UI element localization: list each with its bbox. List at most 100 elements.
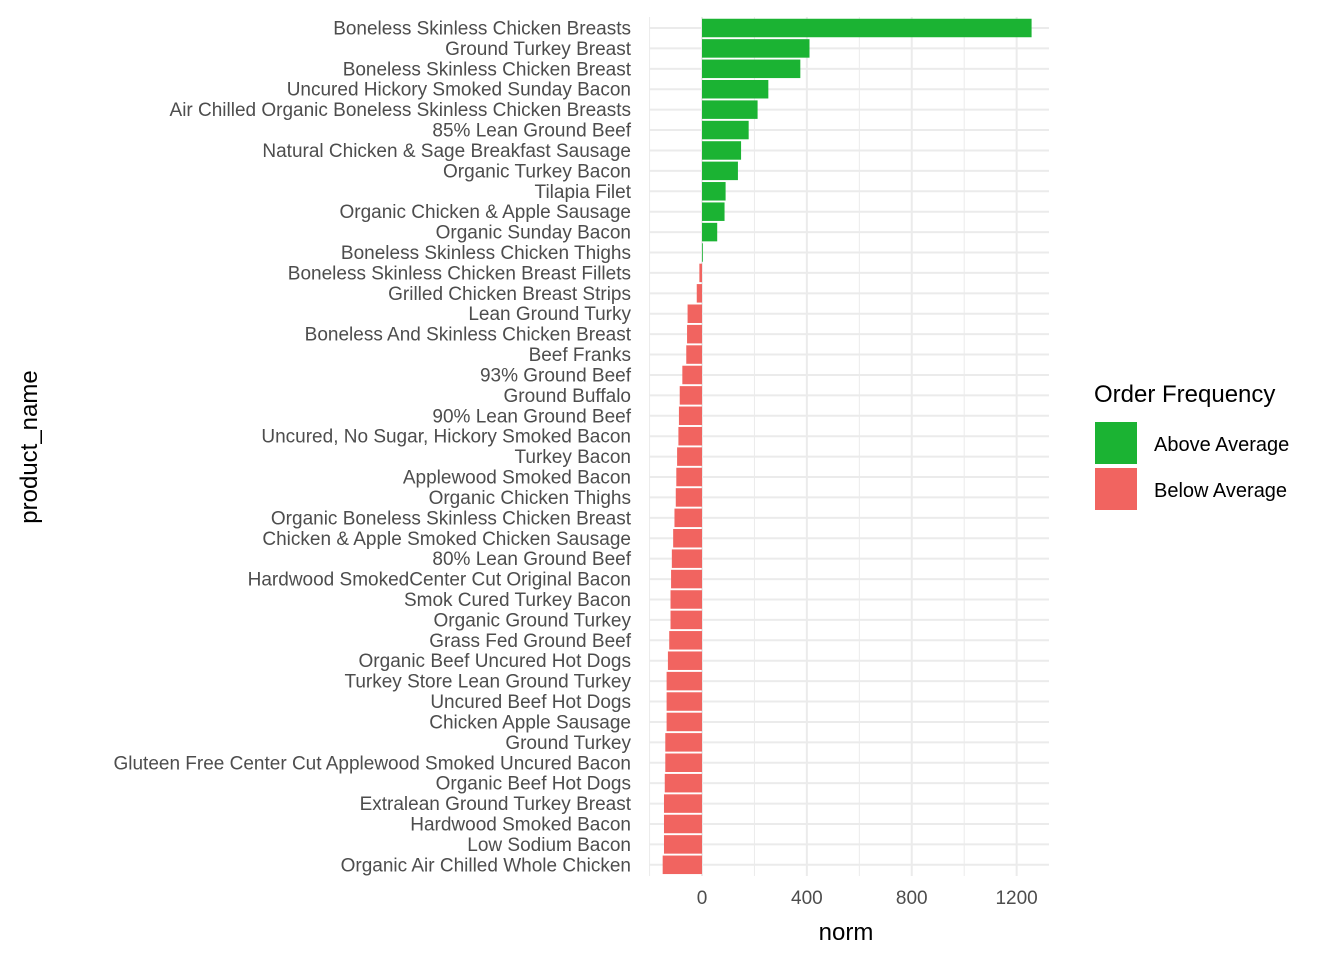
bar <box>679 386 702 405</box>
bar <box>678 426 702 446</box>
category-labels: Boneless Skinless Chicken BreastsGround … <box>113 19 631 877</box>
bar <box>667 651 702 670</box>
category-label: Boneless Skinless Chicken Breast Fillets <box>288 263 631 284</box>
x-tick-label: 1200 <box>995 888 1037 909</box>
legend-label-above-average: Above Average <box>1154 434 1289 456</box>
x-axis-title: norm <box>819 919 874 946</box>
category-label: Organic Sunday Bacon <box>436 223 631 244</box>
category-label: Natural Chicken & Sage Breakfast Sausage <box>262 141 631 162</box>
bar <box>702 39 810 58</box>
category-label: Boneless Skinless Chicken Breast <box>343 59 632 80</box>
bar <box>663 814 702 834</box>
bar <box>665 733 702 752</box>
category-label: Organic Turkey Bacon <box>443 161 631 182</box>
x-tick-label: 0 <box>697 888 708 909</box>
category-label: Boneless Skinless Chicken Breasts <box>333 19 631 40</box>
bar <box>666 692 702 711</box>
bar <box>677 447 702 466</box>
category-label: Turkey Bacon <box>514 447 631 468</box>
bar <box>670 590 702 609</box>
category-label: Organic Air Chilled Whole Chicken <box>341 855 631 876</box>
category-label: Gluteen Free Center Cut Applewood Smoked… <box>113 753 631 774</box>
x-tick-label: 800 <box>896 888 928 909</box>
bar <box>665 753 702 773</box>
bar <box>702 222 718 242</box>
bar <box>678 406 702 426</box>
category-label: Chicken & Apple Smoked Chicken Sausage <box>262 529 631 550</box>
bar <box>669 631 702 650</box>
bar <box>662 855 702 875</box>
bar <box>676 467 702 487</box>
category-label: Extralean Ground Turkey Breast <box>360 794 632 815</box>
bar <box>686 345 702 364</box>
bar <box>666 712 702 732</box>
category-label: Organic Ground Turkey <box>434 610 632 631</box>
category-label: Hardwood SmokedCenter Cut Original Bacon <box>248 570 631 591</box>
category-label: Boneless And Skinless Chicken Breast <box>305 325 632 346</box>
bar <box>666 671 702 691</box>
category-label: Grilled Chicken Breast Strips <box>388 284 631 305</box>
category-label: 80% Lean Ground Beef <box>432 549 631 570</box>
category-label: Organic Beef Uncured Hot Dogs <box>359 651 631 672</box>
category-label: Low Sodium Bacon <box>467 835 631 856</box>
category-label: 85% Lean Ground Beef <box>432 121 631 142</box>
bar <box>682 365 702 385</box>
category-label: Applewood Smoked Bacon <box>403 468 631 489</box>
bar <box>702 243 703 262</box>
bar <box>663 835 702 854</box>
x-tick-label: 400 <box>791 888 823 909</box>
category-label: Smok Cured Turkey Bacon <box>404 590 631 611</box>
category-label: Air Chilled Organic Boneless Skinless Ch… <box>170 100 631 121</box>
bar <box>702 59 801 79</box>
category-label: Organic Beef Hot Dogs <box>436 774 631 795</box>
bar <box>702 100 758 119</box>
category-label: Boneless Skinless Chicken Thighs <box>341 243 631 264</box>
category-label: Uncured, No Sugar, Hickory Smoked Bacon <box>261 427 631 448</box>
bar <box>687 304 702 323</box>
category-label: Ground Turkey <box>505 733 631 754</box>
category-label: Hardwood Smoked Bacon <box>410 814 631 835</box>
bar <box>673 529 702 548</box>
x-tick-labels: 0 400 800 1200 <box>697 888 1038 909</box>
bar <box>702 18 1032 38</box>
category-label: Organic Chicken Thighs <box>429 488 631 509</box>
category-label: 90% Lean Ground Beef <box>432 406 631 427</box>
bar <box>663 794 702 813</box>
bar <box>670 610 702 630</box>
category-label: Organic Chicken & Apple Sausage <box>339 202 631 223</box>
bar <box>702 202 725 221</box>
category-label: Ground Buffalo <box>504 386 631 407</box>
legend-swatch-below-average <box>1095 468 1137 510</box>
category-label: Organic Boneless Skinless Chicken Breast <box>271 508 632 529</box>
category-label: Turkey Store Lean Ground Turkey <box>344 672 631 693</box>
category-label: Lean Ground Turky <box>468 304 631 325</box>
bar <box>675 488 702 507</box>
bar <box>702 161 738 181</box>
bar <box>671 549 702 568</box>
bar <box>664 773 702 793</box>
bar <box>702 79 769 99</box>
bar <box>671 569 702 589</box>
bar <box>702 120 749 140</box>
category-label: 93% Ground Beef <box>480 365 632 386</box>
category-label: Chicken Apple Sausage <box>429 712 631 733</box>
category-label: Uncured Beef Hot Dogs <box>430 692 631 713</box>
bar <box>674 508 702 528</box>
legend: Order Frequency Above Average Below Aver… <box>1094 381 1289 510</box>
category-label: Tilapia Filet <box>535 182 632 203</box>
legend-swatch-above-average <box>1095 422 1137 464</box>
bar <box>702 182 726 201</box>
bar <box>702 141 742 160</box>
bar <box>699 263 702 283</box>
category-label: Beef Franks <box>529 345 631 366</box>
y-axis-title: product_name <box>16 370 43 523</box>
category-label: Uncured Hickory Smoked Sunday Bacon <box>287 80 631 101</box>
bar <box>687 324 702 344</box>
category-label: Grass Fed Ground Beef <box>429 631 631 652</box>
legend-title: Order Frequency <box>1094 381 1275 408</box>
legend-label-below-average: Below Average <box>1154 480 1287 502</box>
category-label: Ground Turkey Breast <box>445 39 632 60</box>
bars <box>662 18 1032 875</box>
bar <box>696 284 702 303</box>
